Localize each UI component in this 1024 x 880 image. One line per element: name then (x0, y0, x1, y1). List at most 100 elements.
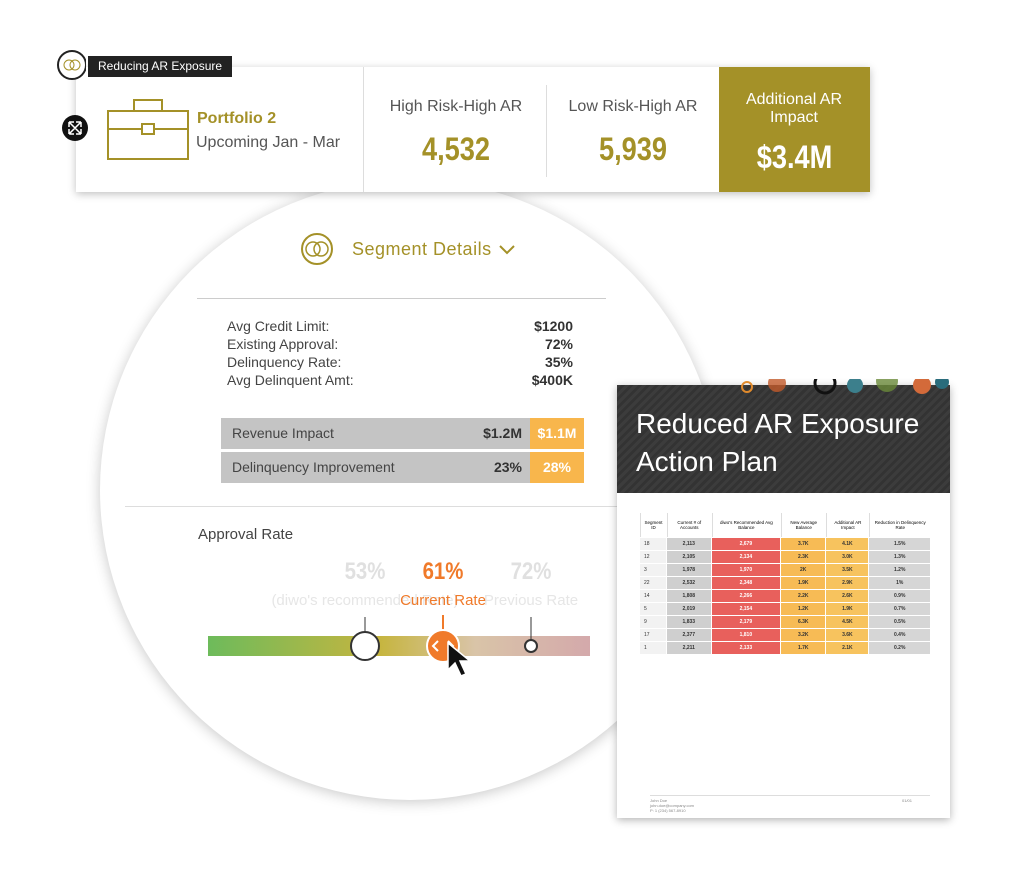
table-cell: 0.5% (869, 616, 930, 628)
impact-bar: Revenue Impact $1.2M (221, 418, 530, 449)
report-header: Reduced AR Exposure Action Plan (617, 379, 950, 493)
table-cell: 2,532 (667, 577, 711, 589)
table-cell: 1,810 (711, 629, 781, 641)
table-header: Segment ID Current # of Accounts diwo's Re… (640, 513, 930, 537)
table-cell: 2.1K (826, 642, 869, 654)
table-header-cell: Additional AR Impact (826, 513, 868, 537)
badge: Reducing AR Exposure (88, 56, 233, 77)
table-cell: 12 (640, 551, 667, 563)
impact-current: 23% (493, 459, 522, 475)
table-cell: 1.7K (781, 642, 826, 654)
metric-value: 5,939 (598, 131, 668, 167)
table-cell: 1,833 (667, 616, 711, 628)
table-cell: 2K (781, 564, 826, 576)
detail-value: 72% (544, 336, 573, 352)
table-row: 5 2,019 2,154 1.2K 1.9K 0.7% (640, 603, 930, 615)
table-cell: 22 (640, 577, 667, 589)
table-cell: 0.4% (869, 629, 930, 641)
impact-label: Revenue Impact (232, 425, 334, 441)
chevron[interactable] (498, 243, 516, 255)
metric-label: Low Risk-High AR (568, 98, 698, 115)
footer-line: P: 1 (234) 567-8910 (650, 808, 686, 813)
table-cell: 1,970 (711, 564, 781, 576)
table-cell: 3.0K (826, 551, 869, 563)
table-cell: 5 (640, 603, 667, 615)
table-cell: 4.1K (826, 538, 869, 550)
table-cell: 1.2% (869, 564, 930, 576)
table-row: 18 2,113 2,679 3.7K 4.1K 1.5% (640, 538, 930, 550)
table-cell: 3.5K (826, 564, 869, 576)
table-cell: 1.3% (869, 551, 930, 563)
table-cell: 2,113 (667, 538, 711, 550)
table-body: 18 2,113 2,679 3.7K 4.1K 1.5% 12 2,105 2,134 2.3K… (640, 538, 930, 654)
detail-value: $1200 (534, 318, 573, 334)
table-cell: 2,211 (667, 642, 711, 654)
impact-panel: Additional AR Impact $3.4M (719, 67, 870, 192)
table-row: 12 2,105 2,134 2.3K 3.0K 1.3% (640, 551, 930, 563)
rate-value: 61% (422, 558, 464, 585)
report-decoration (741, 379, 949, 395)
table-cell: 14 (640, 590, 667, 602)
table-cell: 2,377 (667, 629, 711, 641)
table-cell: 1 (640, 642, 667, 654)
table-cell: 0.7% (869, 603, 930, 615)
table-cell: 1% (869, 577, 930, 589)
report-title: Reduced AR Exposure Action Plan (636, 405, 919, 481)
table-cell: 2,679 (711, 538, 781, 550)
table-cell: 6.3K (781, 616, 826, 628)
detail-label: Delinquency Rate: (227, 354, 342, 370)
table-cell: 1.5% (869, 538, 930, 550)
table-cell: 2.2K (781, 590, 826, 602)
report-page: Reduced AR Exposure Action Plan Segment … (617, 379, 950, 818)
table-cell: 3 (640, 564, 667, 576)
expand-button[interactable] (61, 114, 89, 142)
divider (125, 506, 620, 507)
table-cell: 1.2K (781, 603, 826, 615)
table-cell: 0.9% (869, 590, 930, 602)
rate-value: 53% (344, 558, 386, 585)
table-cell: 2.6K (826, 590, 869, 602)
divider (197, 298, 606, 299)
portfolio-title: Portfolio 2 (197, 110, 277, 127)
table-cell: 2,019 (667, 603, 711, 615)
rate-value: 72% (510, 558, 552, 585)
table-row: 9 1,833 2,179 6.3K 4.5K 0.5% (640, 616, 930, 628)
table-cell: 3.2K (781, 629, 826, 641)
report-footer: John Doe john.doe@company.com P: 1 (234)… (650, 798, 694, 813)
detail-label: Avg Credit Limit: (227, 318, 330, 334)
segment-title[interactable]: Segment Details (352, 239, 492, 259)
impact-bar: Delinquency Improvement 23% (221, 452, 530, 483)
approval-title: Approval Rate (198, 526, 294, 543)
table-cell: 17 (640, 629, 667, 641)
table-cell: 3.6K (826, 629, 869, 641)
rate-label: Current Rate (400, 592, 486, 609)
table-cell: 2,154 (711, 603, 781, 615)
zoom-circle (100, 180, 720, 800)
segment-icon (301, 233, 333, 265)
table-cell: 2,105 (667, 551, 711, 563)
portfolio-subtitle: Upcoming Jan - Mar (196, 134, 341, 151)
footer-line: john.doe@company.com (650, 803, 695, 808)
table-cell: 18 (640, 538, 667, 550)
table-cell: 1.9K (826, 603, 869, 615)
metric-label: Additional AR Impact (745, 91, 843, 126)
metric-value: $3.4M (756, 139, 833, 175)
table-header-cell: New Average Balance (781, 513, 825, 537)
metric-label: High Risk-High AR (389, 98, 523, 115)
approval-slider[interactable] (208, 636, 590, 656)
table-cell: 2,348 (711, 577, 781, 589)
detail-label: Avg Delinquent Amt: (227, 372, 354, 388)
table-header-cell: Reduction in Delinquency Rate (869, 513, 930, 537)
table-row: 14 1,808 2,266 2.2K 2.6K 0.9% (640, 590, 930, 602)
impact-current: $1.2M (483, 425, 522, 441)
table-header-cell: diwo's Recommended Avg Balance (711, 513, 781, 537)
report-table: Segment ID Current # of Accounts diwo's Re… (639, 512, 931, 655)
table-cell: 3.7K (781, 538, 826, 550)
table-cell: 2.3K (781, 551, 826, 563)
report-title-line: Reduced AR Exposure (636, 408, 920, 439)
cursor (447, 641, 473, 677)
table-row: 22 2,532 2,348 1.9K 2.9K 1% (640, 577, 930, 589)
table-row: 1 2,211 2,133 1.7K 2.1K 0.2% (640, 642, 930, 654)
metric-value: 4,532 (421, 131, 491, 167)
